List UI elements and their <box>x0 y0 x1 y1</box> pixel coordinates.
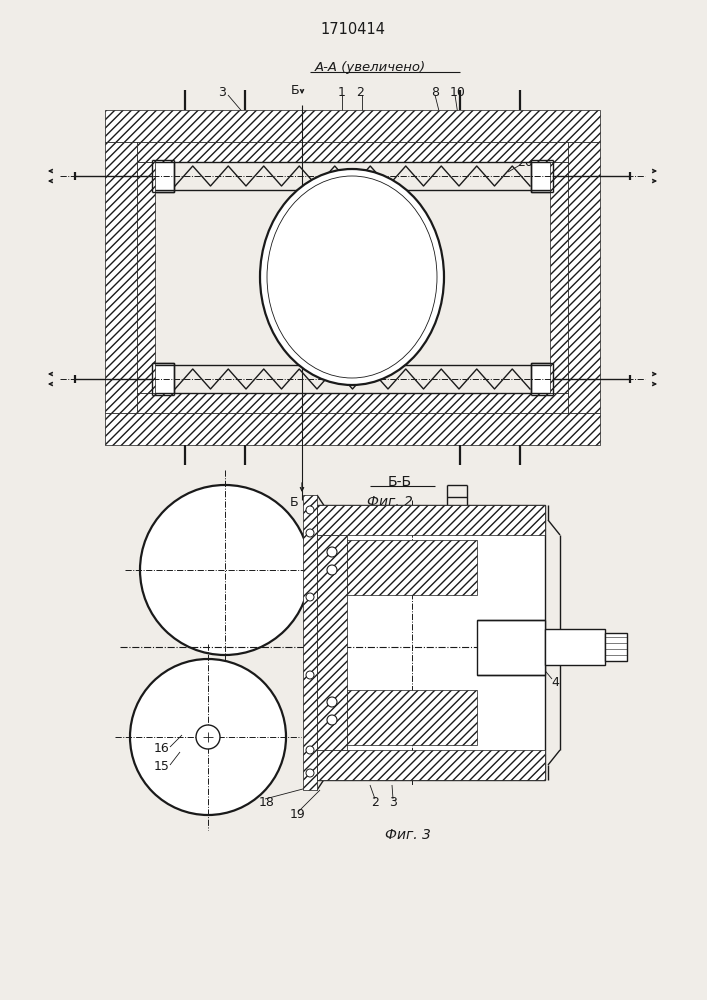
Bar <box>477 620 545 675</box>
Bar <box>105 142 137 413</box>
Bar <box>550 162 568 393</box>
Text: 2: 2 <box>356 86 364 99</box>
Ellipse shape <box>306 769 314 777</box>
Text: 10: 10 <box>450 86 466 99</box>
Bar <box>105 413 600 445</box>
Bar <box>317 535 347 750</box>
Text: 2: 2 <box>371 796 379 808</box>
Text: 8: 8 <box>431 86 439 99</box>
Text: Б: Б <box>291 84 299 97</box>
Ellipse shape <box>327 547 337 557</box>
Bar <box>317 505 545 535</box>
Ellipse shape <box>327 565 337 575</box>
Ellipse shape <box>130 659 286 815</box>
Text: 15: 15 <box>154 760 170 774</box>
Text: 16: 16 <box>154 742 170 756</box>
Bar <box>105 110 600 142</box>
Text: Фиг. 3: Фиг. 3 <box>385 828 431 842</box>
Bar <box>545 629 605 665</box>
Text: Б: Б <box>290 495 298 508</box>
Ellipse shape <box>196 725 220 749</box>
Ellipse shape <box>306 746 314 754</box>
Ellipse shape <box>267 176 437 378</box>
Ellipse shape <box>306 593 314 601</box>
Bar <box>152 363 174 395</box>
Bar <box>317 750 545 780</box>
Bar <box>303 495 317 790</box>
Bar <box>531 363 553 395</box>
Ellipse shape <box>306 506 314 514</box>
Bar <box>137 162 155 393</box>
Bar <box>347 690 477 745</box>
Text: Б-Б: Б-Б <box>388 475 412 489</box>
Ellipse shape <box>260 169 444 385</box>
Bar <box>137 393 568 413</box>
Text: 18: 18 <box>259 796 275 808</box>
Ellipse shape <box>327 715 337 725</box>
Bar <box>531 160 553 192</box>
Bar <box>317 505 545 780</box>
Bar <box>152 160 174 192</box>
Ellipse shape <box>306 671 314 679</box>
Text: 20: 20 <box>517 156 533 169</box>
Bar <box>605 633 627 661</box>
Text: 4: 4 <box>551 676 559 688</box>
Text: 19: 19 <box>290 808 306 822</box>
Text: 3: 3 <box>218 86 226 99</box>
Ellipse shape <box>327 697 337 707</box>
Bar <box>568 142 600 413</box>
Text: 9: 9 <box>511 141 519 154</box>
Text: 1: 1 <box>338 86 346 99</box>
Ellipse shape <box>140 485 310 655</box>
Bar <box>137 142 568 162</box>
Ellipse shape <box>306 529 314 537</box>
Bar <box>347 540 477 595</box>
Text: А-А (увеличено): А-А (увеличено) <box>315 62 426 75</box>
Text: 1710414: 1710414 <box>320 22 385 37</box>
Text: 3: 3 <box>389 796 397 808</box>
Text: Фиг. 2: Фиг. 2 <box>367 495 413 509</box>
